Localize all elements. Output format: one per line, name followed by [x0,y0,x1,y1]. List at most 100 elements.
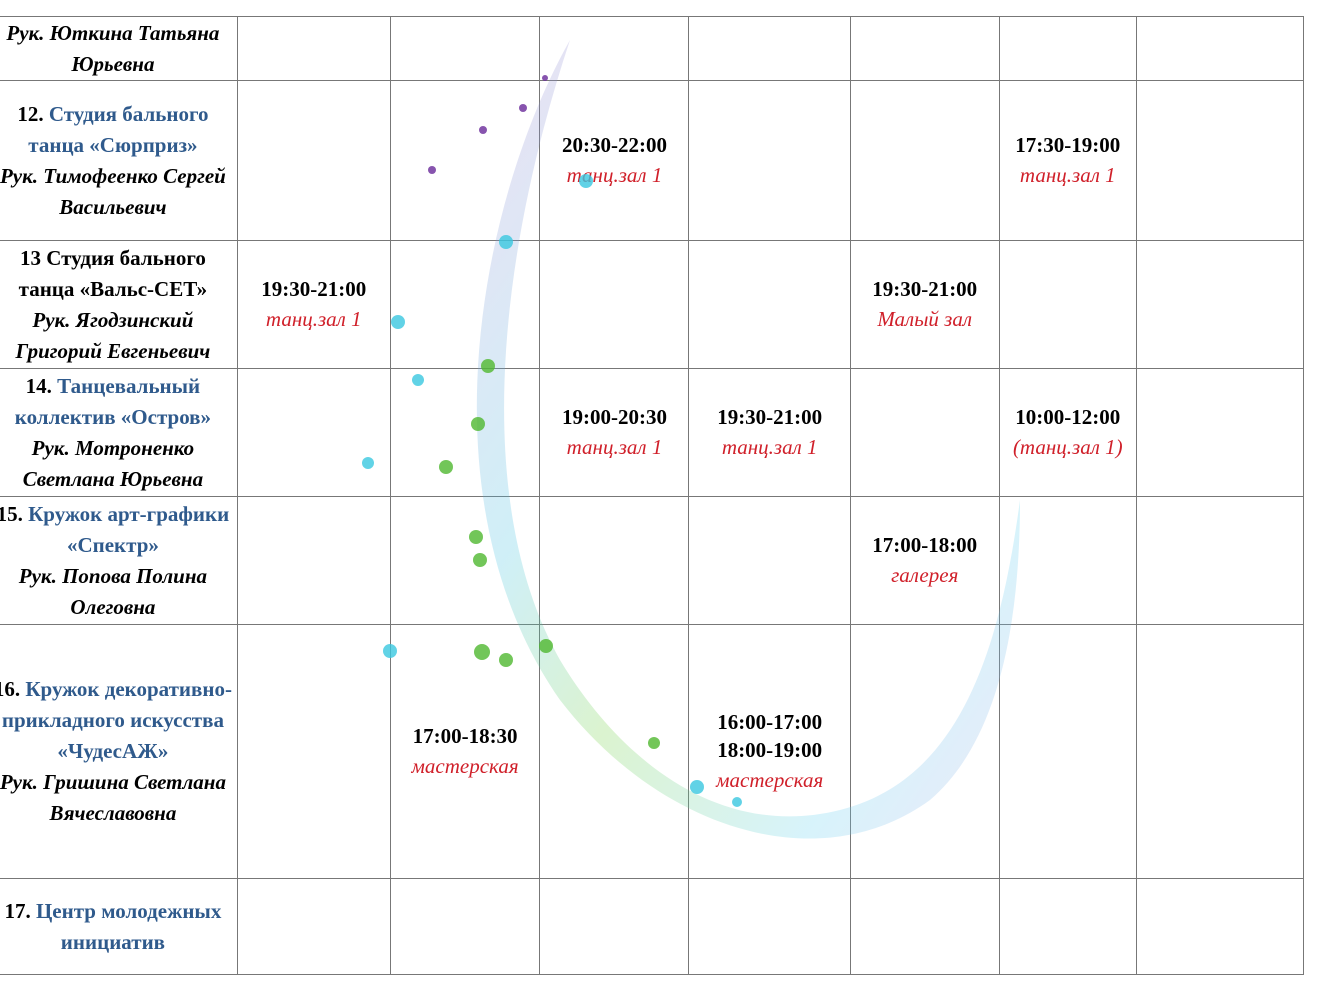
time: 19:30-21:00 [261,276,367,301]
schedule-cell [849,368,1000,497]
schedule-cell [998,240,1138,369]
schedule-cell [236,496,391,625]
schedule-cell [539,624,690,879]
schedule-cell [1136,16,1304,81]
table-row: 14. Танцевальный коллектив «Остров» Рук. … [0,368,1304,497]
name-cell: 13 Студия бального танца «Вальс-СЕТ» Рук.… [0,240,238,369]
name-cell: Рук. Юткина Татьяна Юрьевна [0,16,238,81]
time: 17:00-18:30 [412,723,518,748]
schedule-cell [236,878,391,975]
club-title: Студия бального танца «Сюрприз» [28,101,209,157]
schedule-table: Рук. Юткина Татьяна Юрьевна 12. Студия ба… [0,16,1304,975]
schedule-cell [539,496,690,625]
schedule-cell: 17:00-18:30 мастерская [389,624,541,879]
time: 19:30-21:00 [717,404,823,429]
time: 17:30-19:00 [1015,132,1121,157]
schedule-cell [236,16,391,81]
schedule-cell [998,496,1138,625]
schedule-cell: 19:00-20:30 танц.зал 1 [539,368,690,497]
schedule-cell [389,878,541,975]
club-title: Танцевальный коллектив «Остров» [14,373,212,429]
schedule-cell [998,16,1138,81]
schedule-cell [389,368,541,497]
room: танц.зал 1 [566,162,663,187]
room: танц.зал 1 [1019,162,1116,187]
schedule-cell [1136,368,1304,497]
schedule-cell [1136,240,1304,369]
name-cell: 15. Кружок арт-графики «Спектр» Рук. Попо… [0,496,238,625]
schedule-cell [389,80,541,241]
schedule-cell: 20:30-22:00 танц.зал 1 [539,80,690,241]
table-row: 15. Кружок арт-графики «Спектр» Рук. Попо… [0,496,1304,625]
leader: Рук. Тимофеенко Сергей Васильевич [0,163,226,219]
schedule-cell: 17:30-19:00 танц.зал 1 [998,80,1138,241]
time: 19:30-21:00 [872,276,978,301]
club-title: Студия бального танца «Вальс-СЕТ» [18,245,208,301]
schedule-cell: 10:00-12:00 (танц.зал 1) [998,368,1138,497]
schedule-cell [849,80,1000,241]
leader: Рук. Ягодзинский Григорий Евгеньевич [15,307,211,363]
schedule-cell: 16:00-17:00 18:00-19:00 мастерская [688,624,851,879]
schedule-cell [1136,496,1304,625]
schedule-cell [688,496,851,625]
leader: Рук. Гришина Светлана Вячеславовна [0,770,226,825]
room: мастерская [411,753,519,778]
schedule-cell [236,624,391,879]
row-number: 13 [19,245,41,270]
schedule-cell [998,878,1138,975]
schedule-cell: 17:00-18:00 галерея [849,496,1000,625]
leader: Рук. Попова Полина Олеговна [18,563,208,619]
schedule-cell [998,624,1138,879]
time: 20:30-22:00 [561,132,667,157]
club-title: Центр молодежных инициатив [35,898,222,954]
room: танц.зал 1 [566,434,663,459]
schedule-cell [539,878,690,975]
schedule-cell [849,878,1000,975]
leader: Рук. Мотроненко Светлана Юрьевна [22,435,204,491]
schedule-cell: 19:30-21:00 танц.зал 1 [236,240,391,369]
name-cell: 17. Центр молодежных инициатив [0,878,238,975]
table-row: 17. Центр молодежных инициатив [0,878,1304,975]
club-title: Кружок арт-графики «Спектр» [28,501,230,557]
table-body: Рук. Юткина Татьяна Юрьевна 12. Студия ба… [0,16,1304,975]
schedule-cell [1136,878,1304,975]
time: 17:00-18:00 [872,532,978,557]
time: 10:00-12:00 [1015,404,1121,429]
schedule-cell [236,368,391,497]
table-row: 13 Студия бального танца «Вальс-СЕТ» Рук.… [0,240,1304,369]
time: 18:00-19:00 [717,737,823,762]
schedule-cell [539,16,690,81]
row-number: 17. [4,898,31,923]
room: (танц.зал 1) [1012,434,1123,459]
schedule-cell [849,16,1000,81]
time: 19:00-20:30 [561,404,667,429]
schedule-cell [389,16,541,81]
room: Малый зал [877,306,973,331]
schedule-cell [1136,80,1304,241]
schedule-cell [389,496,541,625]
room: галерея [891,562,959,587]
room: танц.зал 1 [721,434,818,459]
schedule-cell [688,240,851,369]
row-number: 14. [25,373,52,398]
row-number: 12. [17,101,44,126]
time: 16:00-17:00 [717,709,823,734]
name-cell: 14. Танцевальный коллектив «Остров» Рук. … [0,368,238,497]
table-row: 16. Кружок декоративно-прикладного искус… [0,624,1304,879]
schedule-cell [688,878,851,975]
schedule-cell [389,240,541,369]
schedule-cell [539,240,690,369]
name-cell: 16. Кружок декоративно-прикладного искус… [0,624,238,879]
table-row: Рук. Юткина Татьяна Юрьевна [0,16,1304,81]
room: танц.зал 1 [265,306,362,331]
name-cell: 12. Студия бального танца «Сюрприз» Рук. … [0,80,238,241]
club-title: Кружок декоративно-прикладного искусства… [1,677,232,763]
schedule-cell [688,80,851,241]
schedule-cell [849,624,1000,879]
row-number: 15. [0,501,23,526]
table-row: 12. Студия бального танца «Сюрприз» Рук. … [0,80,1304,241]
schedule-cell: 19:30-21:00 Малый зал [849,240,1000,369]
schedule-cell [688,16,851,81]
room: мастерская [716,767,824,792]
